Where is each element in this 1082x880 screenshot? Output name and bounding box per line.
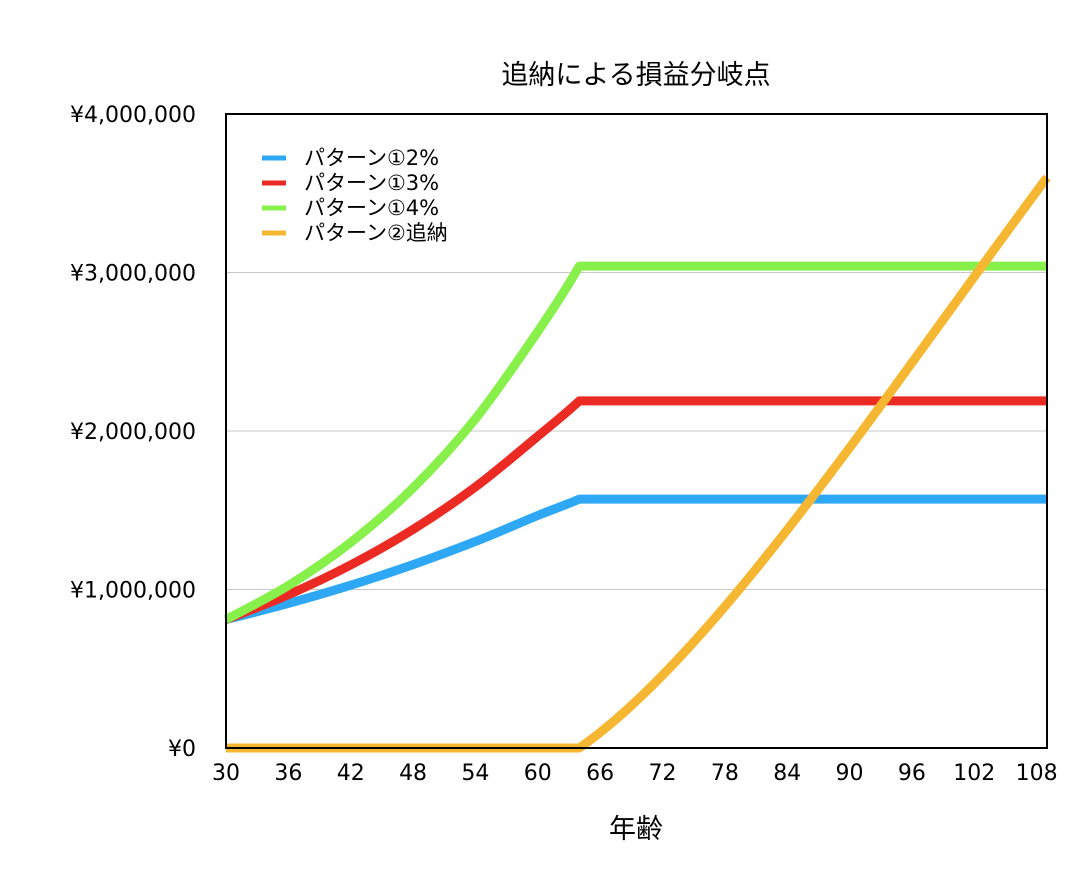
x-tick-label: 72 [648,761,676,786]
legend-label: パターン①3% [304,171,439,195]
y-tick-label: ¥1,000,000 [70,579,196,604]
x-tick-label: 36 [274,761,302,786]
legend-label: パターン①4% [304,196,439,220]
x-tick-label: 54 [461,761,489,786]
x-tick-label: 108 [1016,761,1058,786]
series-line-4 [226,174,1051,753]
x-axis-ticks: 30 36 42 48 54 60 66 72 78 84 90 96 102 108 [212,761,1058,786]
plot-frame [225,113,1048,749]
x-axis-label: 年齢 [609,814,663,845]
y-axis-ticks: ¥0 ¥1,000,000 ¥2,000,000 ¥3,000,000 ¥4,000,0… [70,103,196,762]
x-tick-label: 42 [337,761,365,786]
legend-label: パターン②追納 [304,221,448,245]
series-line-3 [223,261,1047,624]
legend-label: パターン①2% [304,146,439,170]
chart-title: 追納による損益分岐点 [501,60,770,91]
x-tick-label: 48 [399,761,427,786]
series-line-1 [224,494,1047,624]
x-tick-label: 66 [586,761,614,786]
x-tick-label: 96 [898,761,926,786]
x-tick-label: 102 [953,761,995,786]
x-tick-label: 30 [212,761,240,786]
gridlines [226,272,1047,590]
x-tick-label: 78 [711,761,739,786]
series-lines [223,174,1051,753]
x-tick-label: 60 [524,761,552,786]
y-tick-label: ¥4,000,000 [70,103,196,128]
y-tick-label: ¥3,000,000 [70,262,196,287]
series-line-2 [224,396,1047,624]
legend: パターン①2%パターン①3%パターン①4%パターン②追納 [262,146,448,245]
y-tick-label: ¥0 [168,737,196,762]
y-tick-label: ¥2,000,000 [70,420,196,445]
x-tick-label: 90 [836,761,864,786]
x-tick-label: 84 [773,761,801,786]
